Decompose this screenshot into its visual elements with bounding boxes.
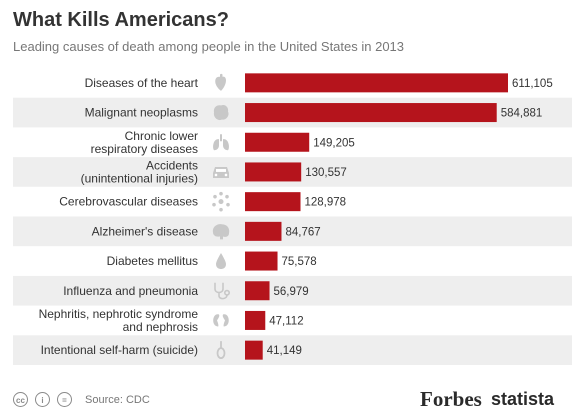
statista-logo: statista bbox=[491, 389, 555, 409]
bar bbox=[245, 221, 282, 241]
value-label: 128,978 bbox=[305, 197, 347, 209]
category-label: Influenza and pneumonia bbox=[63, 284, 198, 298]
drop-icon bbox=[216, 253, 226, 270]
value-label: 149,205 bbox=[313, 137, 355, 149]
value-label: 584,881 bbox=[501, 108, 543, 120]
heart-icon bbox=[215, 73, 226, 91]
value-label: 47,112 bbox=[269, 315, 303, 327]
value-label: 56,979 bbox=[274, 286, 309, 298]
category-label: Diseases of the heart bbox=[85, 76, 199, 90]
bar bbox=[245, 103, 497, 123]
noose-icon bbox=[216, 341, 226, 360]
category-label: Nephritis, nephrotic syndrome and nephros… bbox=[39, 307, 199, 334]
value-label: 611,105 bbox=[512, 78, 553, 90]
chart-row: Accidents (unintentional injuries) 130,557 bbox=[81, 158, 347, 185]
row-stripe bbox=[13, 216, 572, 247]
chart-row: Alzheimer's disease 84,767 bbox=[92, 221, 321, 241]
category-label: Intentional self-harm (suicide) bbox=[41, 343, 198, 357]
bar bbox=[245, 281, 270, 301]
brain-cells-icon bbox=[212, 191, 230, 212]
bar bbox=[245, 132, 310, 152]
bar bbox=[245, 310, 266, 330]
chart-row: Intentional self-harm (suicide) 41,149 bbox=[41, 340, 302, 360]
bar-chart: Diseases of the heart 611,105 Malignant ne… bbox=[13, 73, 572, 365]
chart-row: Malignant neoplasms 584,881 bbox=[85, 103, 543, 123]
bar bbox=[245, 340, 263, 360]
row-stripe bbox=[13, 335, 572, 365]
tumor-icon bbox=[213, 105, 229, 121]
chart-title: What Kills Americans? bbox=[13, 9, 229, 31]
category-label: Alzheimer's disease bbox=[92, 224, 199, 238]
stethoscope-icon bbox=[214, 282, 231, 300]
equal-icon: = bbox=[57, 392, 72, 407]
bar bbox=[245, 73, 508, 93]
lungs-icon bbox=[213, 134, 229, 151]
chart-row: Diseases of the heart 611,105 bbox=[85, 73, 553, 93]
value-label: 84,767 bbox=[285, 226, 320, 238]
category-label: Diabetes mellitus bbox=[107, 254, 198, 268]
cc-icon: cc bbox=[13, 392, 28, 407]
chart-row: Diabetes mellitus 75,578 bbox=[107, 251, 317, 271]
kidneys-icon bbox=[213, 314, 229, 327]
value-label: 41,149 bbox=[267, 345, 302, 357]
source-note: Source: CDC bbox=[85, 394, 150, 406]
chart-row: Chronic lower respiratory diseases 149,205 bbox=[91, 129, 355, 156]
bar bbox=[245, 251, 278, 271]
chart-row: Influenza and pneumonia 56,979 bbox=[63, 281, 309, 301]
brain-icon bbox=[212, 224, 230, 240]
forbes-logo: Forbes bbox=[420, 387, 482, 411]
row-stripe bbox=[13, 275, 572, 306]
value-label: 75,578 bbox=[282, 256, 317, 268]
category-label: Chronic lower respiratory diseases bbox=[91, 129, 198, 156]
footer: cc i = Source: CDC Forbes statista bbox=[0, 384, 585, 414]
chart-subtitle: Leading causes of death among people in … bbox=[13, 39, 405, 54]
bar bbox=[245, 192, 301, 212]
car-icon bbox=[213, 166, 229, 178]
chart-row: Cerebrovascular diseases 128,978 bbox=[59, 191, 347, 212]
value-label: 130,557 bbox=[305, 167, 347, 179]
attribution-icon: i bbox=[35, 392, 50, 407]
category-label: Accidents (unintentional injuries) bbox=[81, 158, 198, 185]
chart-row: Nephritis, nephrotic syndrome and nephros… bbox=[39, 307, 304, 334]
category-label: Malignant neoplasms bbox=[85, 106, 198, 120]
bar bbox=[245, 162, 302, 182]
category-label: Cerebrovascular diseases bbox=[59, 195, 198, 209]
